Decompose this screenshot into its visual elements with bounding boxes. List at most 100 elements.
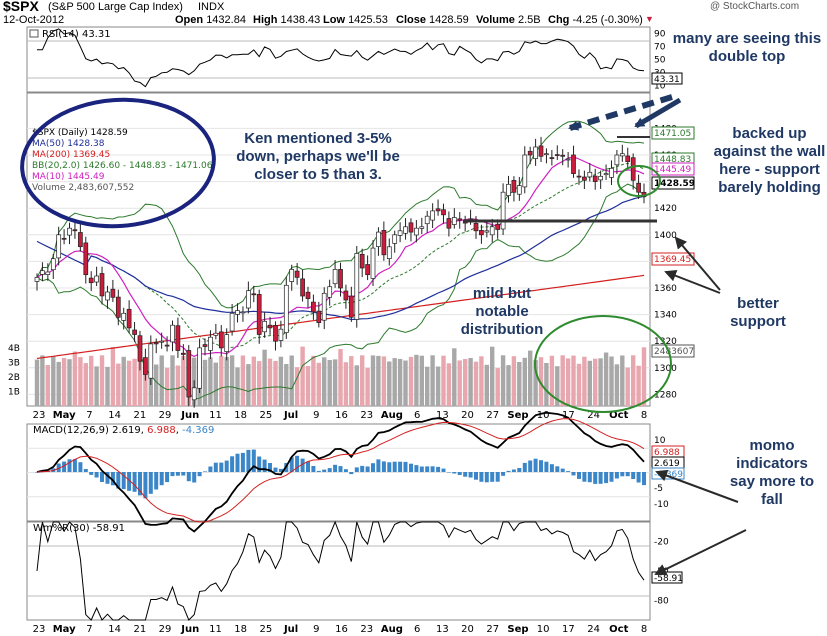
macd-hist-bar bbox=[587, 472, 592, 483]
macd-hist-bar bbox=[376, 459, 381, 472]
candle-body bbox=[40, 270, 45, 275]
x-axis-label: 20 bbox=[461, 410, 474, 421]
macd-hist-bar bbox=[484, 472, 489, 483]
macd-hist-bar bbox=[175, 472, 180, 476]
volume-bar bbox=[78, 357, 83, 406]
volume-bar bbox=[576, 363, 582, 406]
candle-body bbox=[246, 290, 251, 309]
legend-entry: MA(50) 1428.38 bbox=[32, 139, 105, 149]
x-axis-label: 11 bbox=[209, 624, 222, 635]
macd-hist-bar bbox=[511, 469, 516, 472]
macd-hist-bar bbox=[230, 456, 235, 472]
macd-hist-bar bbox=[78, 462, 83, 472]
price-tick: 1280 bbox=[654, 390, 677, 400]
macd-hist-bar bbox=[463, 472, 468, 477]
volume-bar bbox=[517, 362, 522, 406]
volume-bar bbox=[408, 356, 414, 406]
macd-hist-bar bbox=[94, 472, 99, 478]
volume-bar bbox=[132, 358, 137, 406]
candle-body bbox=[592, 175, 598, 182]
candle-body bbox=[495, 223, 501, 230]
price-tick: 1300 bbox=[654, 364, 677, 374]
candle-body bbox=[473, 223, 479, 232]
candle-body bbox=[34, 277, 40, 282]
volume-bar bbox=[175, 365, 181, 406]
value-tag: 2483607 bbox=[654, 347, 694, 357]
macd-hist-bar bbox=[479, 472, 484, 482]
candle-body bbox=[218, 331, 224, 349]
x-axis-label: 23 bbox=[33, 410, 46, 421]
macd-hist-bar bbox=[203, 471, 207, 472]
macd-hist-bar bbox=[262, 459, 267, 472]
macd-hist-bar bbox=[224, 460, 229, 472]
x-axis-label: 6 bbox=[414, 410, 420, 421]
volume-bar bbox=[593, 358, 598, 406]
candle-body bbox=[338, 269, 343, 289]
volume-tick: 4B bbox=[8, 344, 20, 354]
volume-bar bbox=[40, 355, 45, 406]
volume-bar bbox=[479, 356, 484, 406]
candle-body bbox=[115, 296, 121, 318]
volume-bar bbox=[316, 362, 321, 406]
candle-body bbox=[489, 226, 495, 236]
volume-bar bbox=[105, 366, 110, 406]
candle-body bbox=[273, 325, 278, 342]
candle-body bbox=[630, 157, 636, 181]
candle-body bbox=[251, 293, 257, 296]
macd-hist-bar bbox=[138, 472, 142, 496]
x-axis-label: Jun bbox=[180, 624, 199, 635]
willr-tick: -80 bbox=[654, 596, 669, 606]
volume-bar bbox=[430, 355, 435, 406]
candle-body bbox=[381, 230, 387, 256]
annotation-better-support: better support bbox=[730, 295, 786, 330]
macd-hist-bar bbox=[501, 472, 506, 476]
candle-body bbox=[554, 154, 560, 156]
index-name: (S&P 500 Large Cap Index) bbox=[48, 1, 183, 13]
value-tag: 1471.05 bbox=[654, 129, 691, 139]
candle-body bbox=[414, 227, 419, 236]
volume-bar bbox=[609, 356, 614, 406]
volume-tick: 1B bbox=[8, 388, 20, 398]
macd-hist-bar bbox=[132, 472, 137, 492]
candle-body bbox=[72, 229, 78, 232]
candle-body bbox=[370, 247, 376, 279]
candle-body bbox=[636, 182, 641, 193]
volume-bar bbox=[229, 355, 235, 406]
macd-hist-bar bbox=[268, 463, 272, 472]
volume-bar bbox=[500, 355, 506, 406]
macd-hist-bar bbox=[593, 472, 598, 484]
candle-body bbox=[424, 215, 430, 225]
x-axis-label: 23 bbox=[360, 410, 373, 421]
x-axis-label: 25 bbox=[260, 624, 273, 635]
x-axis-label: Jul bbox=[283, 410, 298, 421]
volume-bar bbox=[463, 359, 468, 406]
candle-body bbox=[191, 387, 197, 401]
rsi-tag-box bbox=[651, 72, 683, 85]
macd-hist-bar bbox=[625, 472, 630, 477]
candle-body bbox=[235, 310, 240, 315]
willr-line bbox=[36, 520, 645, 621]
double-top-arrow-2 bbox=[634, 97, 682, 129]
x-axis-label: 17 bbox=[562, 624, 575, 635]
candle-body bbox=[300, 278, 305, 297]
x-axis-label: Jun bbox=[180, 410, 199, 421]
volume-bar bbox=[56, 361, 61, 406]
volume-bar bbox=[354, 365, 359, 406]
volume-bar bbox=[273, 361, 278, 406]
candle-body bbox=[229, 312, 235, 332]
macd-hist-bar bbox=[246, 449, 251, 472]
volume-bar bbox=[625, 367, 630, 406]
macd-hist-bar bbox=[419, 466, 424, 472]
macd-hist-bar bbox=[414, 465, 419, 472]
candle-body bbox=[110, 288, 116, 298]
rsi-line-path bbox=[37, 28, 645, 88]
x-axis-label: Aug bbox=[381, 624, 403, 635]
macd-hist-bar bbox=[110, 472, 115, 486]
candle-body bbox=[451, 217, 457, 225]
candle-body bbox=[137, 335, 143, 362]
candles bbox=[34, 136, 647, 408]
macd-hist-bar bbox=[446, 472, 451, 473]
momo-arrow-2 bbox=[654, 529, 747, 575]
macd-hist-bar bbox=[322, 469, 327, 472]
volume-bar bbox=[305, 366, 311, 406]
